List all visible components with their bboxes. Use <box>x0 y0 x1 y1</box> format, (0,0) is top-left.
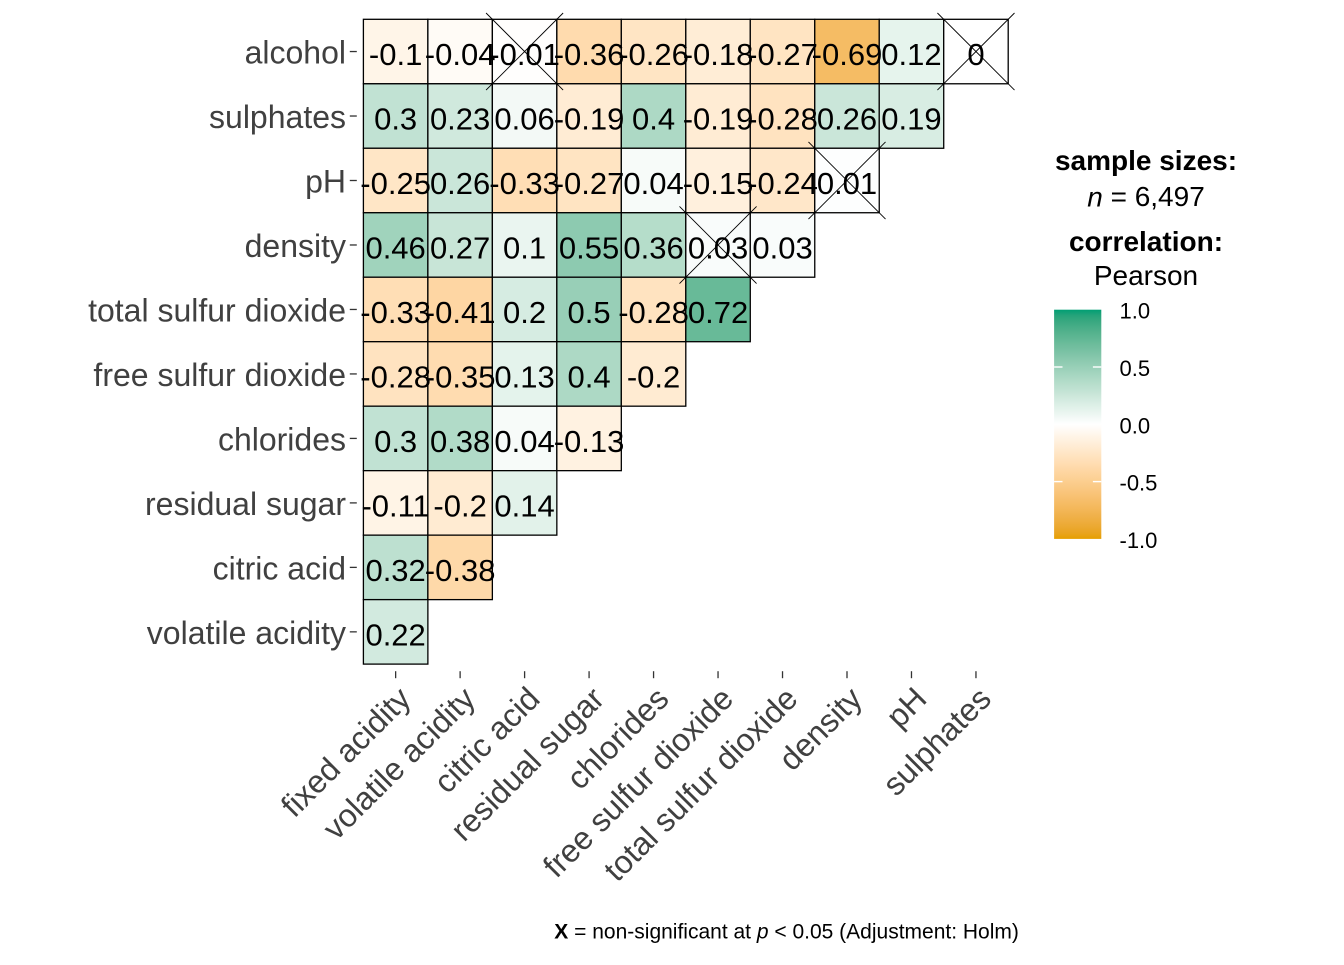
svg-text:0.3: 0.3 <box>374 424 417 459</box>
svg-text:0.2: 0.2 <box>503 295 546 330</box>
svg-text:0.22: 0.22 <box>365 617 425 652</box>
svg-text:sample sizes:: sample sizes: <box>1055 145 1237 176</box>
svg-text:1.0: 1.0 <box>1120 299 1151 324</box>
svg-text:-0.28: -0.28 <box>360 359 431 394</box>
svg-text:-0.04: -0.04 <box>425 37 496 72</box>
svg-text:-0.35: -0.35 <box>425 359 496 394</box>
svg-text:0.26: 0.26 <box>817 102 877 137</box>
svg-text:0.23: 0.23 <box>430 102 490 137</box>
svg-text:0.3: 0.3 <box>374 102 417 137</box>
svg-text:-0.2: -0.2 <box>433 488 486 523</box>
svg-text:0.55: 0.55 <box>559 230 619 265</box>
svg-text:-0.69: -0.69 <box>812 37 883 72</box>
svg-text:-0.19: -0.19 <box>683 102 754 137</box>
svg-text:0.32: 0.32 <box>365 553 425 588</box>
svg-text:total sulfur dioxide: total sulfur dioxide <box>88 293 346 329</box>
svg-text:0.19: 0.19 <box>881 102 941 137</box>
svg-text:0.04: 0.04 <box>494 424 554 459</box>
svg-text:0: 0 <box>967 37 984 72</box>
svg-text:-0.24: -0.24 <box>747 166 818 201</box>
svg-text:-0.15: -0.15 <box>683 166 754 201</box>
svg-text:volatile acidity: volatile acidity <box>147 615 346 651</box>
svg-text:-0.19: -0.19 <box>554 102 625 137</box>
svg-text:-0.13: -0.13 <box>554 424 625 459</box>
svg-text:density: density <box>245 228 346 264</box>
svg-text:chlorides: chlorides <box>218 422 346 458</box>
svg-text:-0.36: -0.36 <box>554 37 625 72</box>
svg-text:0.03: 0.03 <box>688 230 748 265</box>
svg-text:-0.25: -0.25 <box>360 166 431 201</box>
svg-text:0.4: 0.4 <box>632 102 675 137</box>
svg-text:0.06: 0.06 <box>494 102 554 137</box>
svg-text:0.5: 0.5 <box>1120 356 1151 381</box>
svg-text:-0.33: -0.33 <box>360 295 431 330</box>
svg-text:-0.38: -0.38 <box>425 553 496 588</box>
svg-text:correlation:: correlation: <box>1069 226 1223 257</box>
svg-text:-0.5: -0.5 <box>1120 471 1158 496</box>
svg-text:0.26: 0.26 <box>430 166 490 201</box>
svg-text:-0.28: -0.28 <box>618 295 689 330</box>
svg-text:X = non-significant at p < 0.0: X = non-significant at p < 0.05 (Adjustm… <box>554 921 1019 944</box>
svg-text:0.01: 0.01 <box>817 166 877 201</box>
svg-text:citric acid: citric acid <box>213 551 346 587</box>
svg-text:0.27: 0.27 <box>430 230 490 265</box>
svg-text:0.5: 0.5 <box>568 295 611 330</box>
svg-text:0.14: 0.14 <box>494 488 554 523</box>
svg-text:0.36: 0.36 <box>623 230 683 265</box>
svg-text:0.0: 0.0 <box>1120 413 1151 438</box>
svg-text:0.38: 0.38 <box>430 424 490 459</box>
svg-text:n = 6,497: n = 6,497 <box>1087 181 1205 212</box>
svg-text:0.12: 0.12 <box>881 37 941 72</box>
svg-text:0.72: 0.72 <box>688 295 748 330</box>
svg-text:-1.0: -1.0 <box>1120 528 1158 553</box>
svg-text:-0.26: -0.26 <box>618 37 689 72</box>
svg-text:-0.18: -0.18 <box>683 37 754 72</box>
svg-text:0.4: 0.4 <box>568 359 611 394</box>
svg-text:sulphates: sulphates <box>209 99 346 135</box>
svg-text:0.46: 0.46 <box>365 230 425 265</box>
svg-text:alcohol: alcohol <box>245 35 346 71</box>
svg-text:-0.1: -0.1 <box>369 37 422 72</box>
svg-text:0.03: 0.03 <box>752 230 812 265</box>
svg-text:-0.28: -0.28 <box>747 102 818 137</box>
svg-text:-0.33: -0.33 <box>489 166 560 201</box>
svg-text:0.13: 0.13 <box>494 359 554 394</box>
svg-text:0.1: 0.1 <box>503 230 546 265</box>
svg-text:Pearson: Pearson <box>1094 260 1198 291</box>
svg-text:0.04: 0.04 <box>623 166 683 201</box>
svg-text:pH: pH <box>305 164 346 200</box>
svg-text:-0.11: -0.11 <box>361 488 429 523</box>
svg-text:-0.01: -0.01 <box>489 37 560 72</box>
svg-text:-0.27: -0.27 <box>554 166 625 201</box>
svg-text:free sulfur dioxide: free sulfur dioxide <box>93 357 346 393</box>
svg-text:-0.2: -0.2 <box>627 359 680 394</box>
svg-text:-0.41: -0.41 <box>425 295 496 330</box>
svg-text:residual sugar: residual sugar <box>145 486 346 522</box>
svg-text:-0.27: -0.27 <box>747 37 818 72</box>
